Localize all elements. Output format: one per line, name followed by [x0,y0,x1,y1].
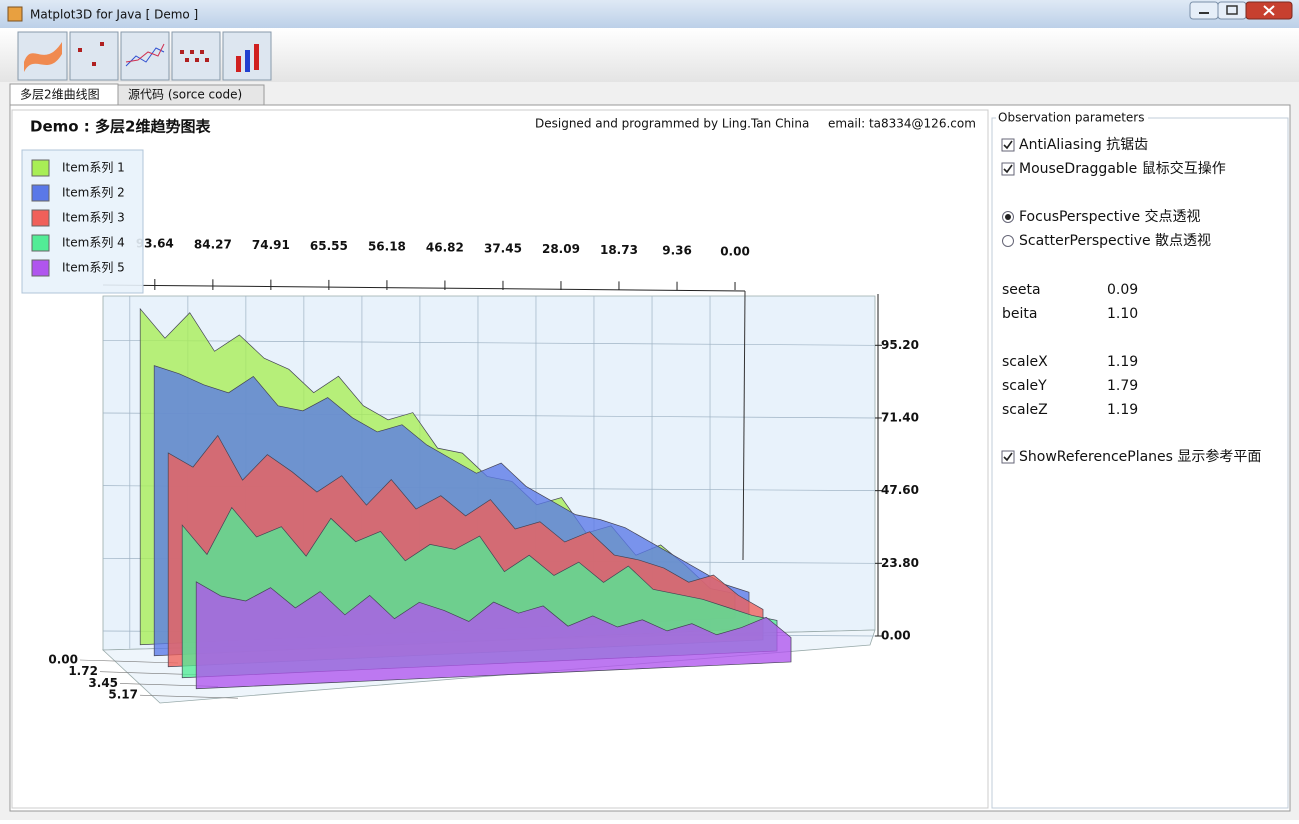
maximize-button[interactable] [1217,1,1247,20]
grid-scatter-button[interactable] [171,31,221,81]
legend-swatch [31,234,50,252]
legend-label: Item系列 5 [62,261,125,275]
z-tick-label: 1.72 [68,664,98,678]
legend-swatch [31,259,50,277]
bar-icon [236,56,241,72]
x-tick-label: 74.91 [252,238,290,252]
z-tick [79,659,179,664]
legend-label: Item系列 4 [62,236,125,250]
legend-label: Item系列 1 [62,161,125,175]
chart-title: Demo : 多层2维趋势图表 [30,118,211,136]
minimize-button[interactable] [1189,1,1219,20]
checkbox-label: ShowReferencePlanes 显示参考平面 [1019,448,1261,465]
z-tick [139,694,238,699]
chart-credit: Designed and programmed by Ling.Tan Chin… [535,117,809,131]
radio-dot [1005,214,1011,220]
x-tick-label: 65.55 [310,239,348,253]
radio-label: ScatterPerspective 散点透视 [1019,233,1211,249]
z-tick-label: 0.00 [48,653,78,667]
parameter-name: scaleX [1002,354,1048,370]
radio-label: FocusPerspective 交点透视 [1019,208,1201,225]
parameter-name: seeta [1002,282,1041,298]
close-icon [1263,5,1275,16]
tab-label: 源代码 (sorce code) [128,88,242,102]
check-mark [1003,452,1013,462]
z-tick-label: 5.17 [108,688,138,702]
line-icon [125,47,165,67]
checkbox-label: AntiAliasing 抗锯齿 [1019,137,1148,153]
x-tick-label: 28.09 [542,242,580,256]
surface-icon [24,42,62,72]
scatter-button[interactable] [69,31,119,81]
window-title: Matplot3D for Java [ Demo ] [30,8,198,22]
y-tick-label: 47.60 [881,483,919,497]
chart-email: email: ta8334@126.com [828,117,976,131]
title-bar [0,0,1299,28]
x-axis [102,284,746,292]
legend-label: Item系列 3 [62,211,125,225]
maximize-icon [1226,5,1238,15]
check-mark [1003,164,1013,174]
legend-label: Item系列 2 [62,186,125,200]
scatter-icon [92,62,96,66]
x-tick-label: 0.00 [720,245,750,259]
parameter-value: 1.79 [1107,378,1138,394]
legend-swatch [31,184,50,202]
parameter-value: 0.09 [1107,282,1138,298]
parameter-name: beita [1002,306,1037,322]
scatter-icon [78,48,82,52]
y-tick-label: 71.40 [881,410,919,424]
grid-scatter-icon [180,50,209,62]
z-tick-label: 3.45 [88,676,118,690]
checkbox[interactable] [1001,162,1015,176]
parameter-name: scaleZ [1002,402,1048,418]
checkbox[interactable] [1001,138,1015,152]
y-tick-label: 23.80 [881,556,919,570]
x-tick-label: 18.73 [600,243,638,257]
tab-label: 多层2维曲线图 [20,88,100,102]
checkbox-label: MouseDraggable 鼠标交互操作 [1019,160,1226,177]
x-tick-label: 37.45 [484,241,522,255]
radio[interactable] [1002,235,1014,247]
parameter-value: 1.19 [1107,402,1138,418]
y-tick-label: 95.20 [881,338,919,352]
focus-line [742,290,746,561]
legend-swatch [31,209,50,227]
parameter-value: 1.19 [1107,354,1138,370]
check-mark [1003,140,1013,150]
bar-icon [254,44,259,70]
legend-swatch [31,159,50,177]
window-controls [1189,1,1293,20]
panel-title: Observation parameters [998,111,1145,125]
bar-icon [245,50,250,72]
line-button[interactable] [120,31,170,81]
line-icon [125,43,165,63]
x-tick-label: 84.27 [194,237,232,251]
panel-title-bg [996,110,1148,126]
x-tick-label: 93.64 [136,237,174,251]
z-tick [99,671,198,675]
x-tick-label: 56.18 [368,240,406,254]
y-tick-label: 0.00 [881,629,911,643]
toolbar-buttons [17,31,272,81]
parameter-name: scaleY [1002,378,1047,394]
x-tick-label: 46.82 [426,241,464,255]
parameter-value: 1.10 [1107,306,1138,322]
checkbox[interactable] [1001,450,1015,464]
x-tick-label: 9.36 [662,244,692,258]
parameter-panel [991,117,1289,809]
area-series [195,581,792,690]
scatter-icon [100,42,104,46]
app-icon [7,6,23,22]
